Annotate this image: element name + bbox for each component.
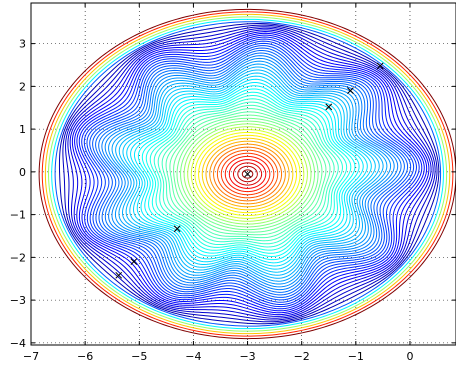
contour-line-34 (111, 63, 388, 282)
contour-line-4 (224, 155, 271, 193)
axes-frame (30, 2, 456, 346)
contour-line-49 (69, 29, 432, 317)
contour-line-12 (194, 131, 301, 217)
x-tick-label: −6 (77, 350, 93, 363)
marker-3 (173, 225, 181, 233)
contour-lines (38, 8, 456, 340)
contour-line-47 (74, 32, 428, 314)
contour-line-7 (213, 146, 283, 202)
x-tick-label: −2 (294, 350, 310, 363)
contour-line-44 (81, 38, 420, 308)
marker-4 (325, 103, 333, 111)
y-tick-labels: −4 −3 −2 −1 0 1 2 3 (10, 38, 26, 350)
contour-line-26 (141, 88, 356, 257)
contour-line-18 (173, 114, 323, 233)
contour-line-15 (183, 123, 312, 225)
marker-0 (244, 170, 251, 178)
x-tick-label: −4 (185, 350, 201, 363)
contour-line-21 (161, 104, 335, 242)
marker-stroke (130, 258, 138, 265)
contour-line-46 (76, 34, 425, 312)
markers (115, 62, 384, 279)
contour-line-19 (169, 111, 327, 236)
x-tick-label: −5 (131, 350, 147, 363)
x-tick-labels: −7 −6 −5 −4 −3 −2 −1 0 (23, 350, 414, 363)
contour-line-2 (233, 162, 263, 186)
contour-line-5 (220, 152, 275, 196)
marker-1 (115, 271, 123, 279)
contour-line-59 (38, 8, 456, 340)
contour-line-9 (205, 140, 290, 208)
contour-line-40 (92, 47, 409, 298)
marker-5 (347, 87, 354, 94)
y-tick-label: −3 (10, 294, 26, 307)
x-tick-label: −7 (23, 350, 39, 363)
x-tick-label: −3 (239, 350, 255, 363)
contour-line-33 (115, 66, 384, 279)
contour-line-38 (98, 52, 402, 293)
contour-line-13 (190, 129, 305, 219)
contour-line-23 (153, 98, 343, 248)
x-tick-label: 0 (406, 350, 413, 363)
contour-line-43 (83, 40, 417, 305)
contour-line-36 (104, 57, 395, 288)
y-tick-label: 1 (19, 123, 26, 136)
contour-line-20 (165, 108, 331, 239)
contour-line-25 (145, 91, 352, 254)
contour-line-22 (157, 101, 339, 245)
contour-line-52 (62, 24, 438, 323)
marker-stroke (173, 225, 181, 233)
contour-line-10 (201, 137, 294, 211)
y-tick-label: 2 (19, 80, 26, 93)
contour-line-16 (180, 120, 316, 228)
y-tick-label: 0 (19, 166, 26, 179)
contour-line-17 (176, 117, 319, 231)
contour-line-56 (48, 16, 448, 332)
x-tick-label: −1 (348, 350, 364, 363)
contour-line-30 (126, 75, 372, 270)
contour-line-31 (122, 72, 376, 273)
y-tick-label: 3 (19, 38, 26, 51)
marker-stroke (376, 62, 384, 70)
contour-line-50 (67, 27, 434, 319)
y-tick-label: −1 (10, 209, 26, 222)
axis-ticks (30, 3, 456, 345)
marker-stroke (115, 271, 123, 279)
contour-line-39 (95, 49, 405, 296)
contour-line-58 (41, 11, 454, 337)
contour-line-8 (209, 143, 286, 205)
contour-line-14 (187, 126, 308, 222)
contour-line-11 (198, 134, 298, 214)
contour-line-48 (71, 31, 430, 316)
contour-line-1 (237, 165, 258, 183)
marker-6 (376, 62, 384, 70)
contour-line-51 (65, 26, 436, 321)
contour-line-0 (241, 169, 254, 179)
contour-line-28 (133, 82, 364, 264)
contour-line-37 (101, 55, 399, 291)
plot-background (31, 3, 456, 345)
contour-line-24 (149, 95, 348, 251)
contour-line-54 (54, 21, 442, 327)
contour-line-35 (108, 60, 392, 285)
contour-line-29 (130, 78, 368, 267)
marker-stroke (244, 170, 251, 178)
marker-stroke (347, 87, 354, 94)
contour-line-3 (228, 159, 267, 189)
contour-line-32 (118, 69, 380, 276)
contour-line-55 (51, 18, 444, 330)
contour-line-45 (78, 36, 423, 310)
contour-line-57 (44, 13, 451, 335)
contour-line-53 (58, 23, 440, 325)
marker-2 (130, 258, 138, 265)
contour-line-6 (216, 149, 279, 199)
contour-line-27 (137, 85, 360, 261)
contour-line-41 (89, 45, 412, 301)
y-tick-label: −4 (10, 337, 26, 350)
contour-line-42 (86, 42, 415, 303)
y-tick-label: −2 (10, 251, 26, 264)
marker-stroke (325, 103, 333, 111)
